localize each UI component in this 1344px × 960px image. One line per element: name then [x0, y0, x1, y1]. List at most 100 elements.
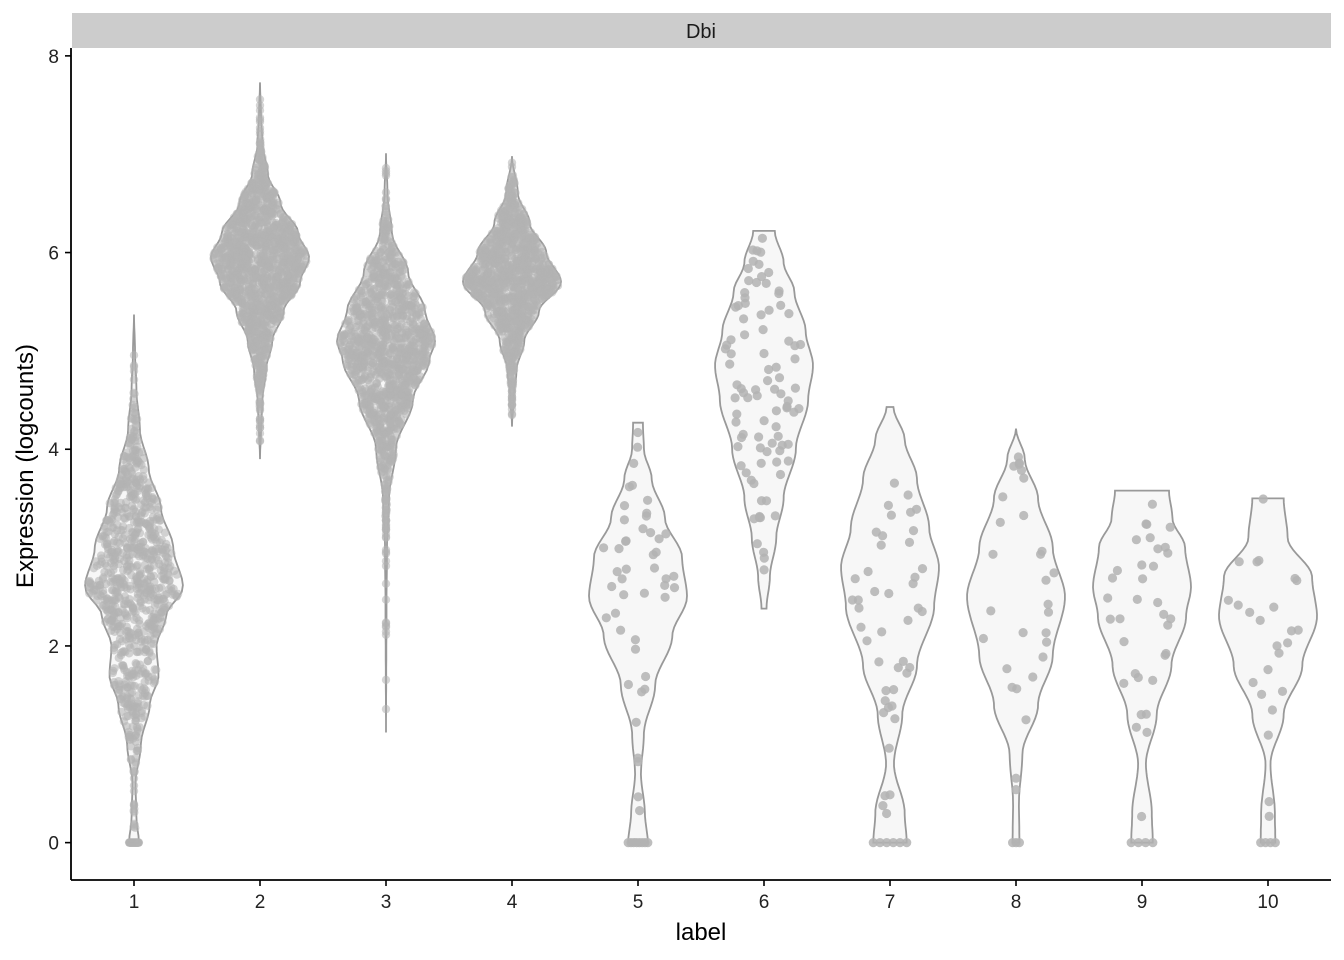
point-4: [515, 290, 525, 299]
point-4: [503, 340, 512, 349]
point-2: [255, 101, 265, 110]
point-4: [512, 331, 521, 340]
point-7: [904, 537, 915, 548]
point-3: [339, 330, 349, 339]
point-3: [389, 342, 398, 351]
point-5: [629, 458, 639, 468]
point-1: [122, 613, 132, 623]
point-5: [641, 511, 652, 521]
point-9: [1136, 710, 1146, 720]
point-2: [259, 249, 268, 258]
point-6: [752, 246, 762, 256]
point-3: [381, 630, 391, 639]
point-3: [364, 311, 373, 320]
x-tick-label: 7: [885, 892, 896, 913]
point-9: [1160, 650, 1170, 660]
point-10: [1257, 689, 1267, 700]
point-2: [280, 213, 289, 222]
point-2: [252, 197, 261, 207]
point-2: [252, 160, 262, 169]
point-6: [775, 446, 785, 456]
violin-9: [1092, 489, 1192, 844]
point-4: [508, 173, 517, 182]
point-4: [523, 312, 533, 321]
point-1: [129, 394, 138, 403]
point-7: [856, 622, 866, 632]
point-3: [390, 257, 400, 267]
point-1: [129, 404, 138, 413]
point-1: [129, 518, 139, 527]
point-3: [376, 290, 385, 299]
point-2: [259, 163, 268, 172]
point-7: [871, 527, 881, 537]
point-1: [117, 637, 127, 646]
point-4: [491, 238, 500, 247]
point-3: [381, 595, 391, 604]
point-1: [153, 591, 162, 600]
point-4: [463, 279, 472, 288]
point-4: [511, 245, 521, 255]
point-7: [908, 526, 919, 536]
point-4: [517, 297, 526, 307]
point-2: [239, 205, 249, 215]
x-tick-label: 10: [1257, 892, 1278, 913]
point-3: [390, 280, 399, 289]
point-6: [763, 376, 773, 386]
point-6: [733, 442, 743, 452]
point-8: [978, 633, 989, 644]
point-3: [379, 414, 388, 423]
point-1: [130, 681, 139, 691]
point-4: [526, 288, 535, 297]
point-1: [124, 482, 133, 491]
point-7: [882, 808, 892, 819]
point-10: [1290, 573, 1300, 584]
point-5: [646, 528, 656, 538]
point-8: [998, 492, 1008, 502]
point-1: [96, 551, 106, 560]
point-6: [794, 404, 804, 414]
point-1: [126, 543, 135, 552]
point-1: [127, 755, 136, 764]
point-2: [260, 273, 269, 282]
point-9-zero: [1148, 838, 1158, 848]
point-5: [619, 515, 630, 525]
point-1: [120, 538, 129, 547]
point-3: [384, 478, 393, 487]
point-3: [374, 255, 383, 264]
point-3: [404, 291, 413, 300]
point-7: [893, 663, 903, 673]
point-3: [380, 465, 390, 474]
point-1: [108, 615, 117, 625]
point-5: [607, 581, 617, 592]
point-3: [380, 313, 389, 322]
point-2: [229, 274, 239, 283]
point-3: [410, 293, 420, 303]
point-3: [381, 188, 391, 197]
point-4: [523, 243, 532, 253]
point-7-zero: [888, 838, 898, 848]
point-2: [284, 250, 293, 259]
point-5: [599, 543, 609, 553]
point-1: [112, 490, 122, 499]
point-1: [129, 388, 138, 397]
point-3: [385, 443, 395, 452]
point-2: [252, 273, 261, 283]
point-2: [255, 402, 264, 411]
point-8: [1043, 607, 1054, 617]
point-6: [776, 389, 786, 399]
point-1: [131, 710, 141, 719]
point-1: [131, 737, 141, 746]
point-4: [507, 400, 517, 410]
point-6: [757, 233, 768, 243]
point-7: [889, 478, 900, 488]
point-3: [345, 345, 354, 354]
point-7: [898, 656, 908, 667]
point-2: [210, 249, 220, 258]
point-3: [423, 324, 432, 334]
point-4: [507, 195, 516, 205]
point-1: [134, 616, 144, 625]
point-7: [847, 595, 858, 605]
point-7-zero: [882, 838, 892, 848]
point-3: [380, 451, 389, 460]
